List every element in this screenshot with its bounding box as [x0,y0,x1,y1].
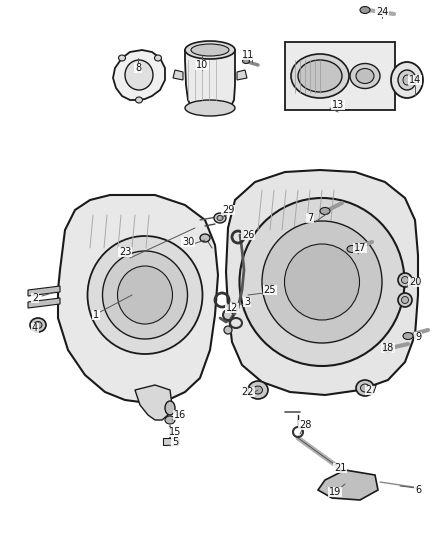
Text: 7: 7 [307,213,313,223]
Text: 2: 2 [32,293,38,303]
PathPatch shape [58,195,218,403]
Ellipse shape [117,266,173,324]
Ellipse shape [102,251,187,339]
Text: 22: 22 [242,387,254,397]
Ellipse shape [34,321,42,328]
Ellipse shape [262,221,382,343]
Text: 26: 26 [242,230,254,240]
Text: 5: 5 [172,437,178,447]
PathPatch shape [113,50,165,100]
Text: 28: 28 [299,420,311,430]
Text: 8: 8 [135,63,141,73]
Ellipse shape [403,75,411,85]
Ellipse shape [360,6,370,13]
Ellipse shape [254,386,262,394]
Ellipse shape [403,333,413,340]
PathPatch shape [28,298,60,308]
Ellipse shape [291,54,349,98]
Text: 6: 6 [415,485,421,495]
PathPatch shape [135,385,172,420]
Ellipse shape [356,380,374,396]
Text: 29: 29 [222,205,234,215]
Ellipse shape [402,277,409,284]
Ellipse shape [243,59,250,63]
Bar [285,42,395,110]
Ellipse shape [320,207,330,214]
Text: 1: 1 [93,310,99,320]
Ellipse shape [398,70,416,90]
Ellipse shape [135,97,142,103]
Text: 17: 17 [354,243,366,253]
PathPatch shape [163,438,178,445]
Ellipse shape [125,60,153,90]
Text: 3: 3 [244,297,250,307]
Ellipse shape [155,55,162,61]
Text: 19: 19 [329,487,341,497]
Ellipse shape [356,69,374,84]
Ellipse shape [223,310,233,320]
Text: 27: 27 [366,385,378,395]
Ellipse shape [185,100,235,116]
Ellipse shape [119,55,126,61]
PathPatch shape [237,70,247,80]
PathPatch shape [28,286,60,296]
Ellipse shape [285,244,360,320]
Ellipse shape [88,236,202,354]
Text: 15: 15 [169,427,181,437]
Ellipse shape [391,62,423,98]
Ellipse shape [298,60,342,92]
Ellipse shape [240,198,405,366]
Text: 11: 11 [242,50,254,60]
Ellipse shape [360,384,370,392]
Ellipse shape [398,293,412,307]
PathPatch shape [173,70,183,80]
Text: 12: 12 [226,303,238,313]
Text: 20: 20 [409,277,421,287]
Ellipse shape [248,381,268,399]
PathPatch shape [185,43,235,110]
Text: 13: 13 [332,100,344,110]
Text: 4: 4 [32,323,38,333]
Text: 10: 10 [196,60,208,70]
Ellipse shape [398,273,412,287]
Text: 25: 25 [264,285,276,295]
Ellipse shape [217,215,223,221]
Text: 30: 30 [182,237,194,247]
Ellipse shape [224,326,232,334]
Ellipse shape [191,44,229,56]
Text: 24: 24 [376,7,388,17]
Ellipse shape [165,401,175,415]
Ellipse shape [350,63,380,88]
Text: 21: 21 [334,463,346,473]
Text: 9: 9 [415,332,421,342]
Ellipse shape [185,41,235,59]
PathPatch shape [318,470,378,500]
Text: 23: 23 [119,247,131,257]
Text: 16: 16 [174,410,186,420]
Ellipse shape [383,345,393,352]
Ellipse shape [30,318,46,332]
Ellipse shape [200,234,210,242]
Ellipse shape [165,416,175,424]
Ellipse shape [402,296,409,303]
Text: 18: 18 [382,343,394,353]
Ellipse shape [347,246,357,253]
Text: 14: 14 [409,75,421,85]
Ellipse shape [214,213,226,223]
PathPatch shape [226,170,418,395]
